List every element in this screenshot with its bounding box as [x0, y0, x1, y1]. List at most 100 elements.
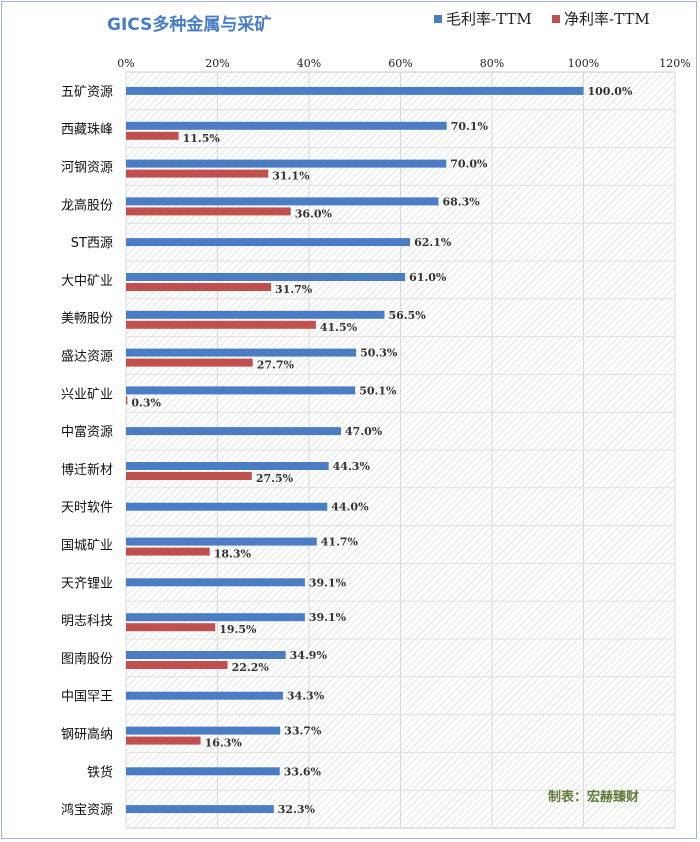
- bar-net-margin: [126, 623, 216, 632]
- category-label: 美畅股份: [61, 312, 113, 327]
- category-label: 国城矿业: [61, 539, 113, 554]
- x-tick-label: 100%: [568, 57, 599, 70]
- data-label-gross-margin: 56.5%: [388, 309, 426, 322]
- category-label: 天时软件: [61, 501, 113, 516]
- category-label: 鸿宝资源: [61, 802, 113, 818]
- x-tick-label: 40%: [297, 57, 321, 70]
- bar-gross-margin: [126, 805, 274, 814]
- bar-net-margin: [126, 320, 316, 329]
- credit-text: 制表：宏赫臻财: [548, 789, 639, 805]
- data-label-gross-margin: 41.7%: [321, 536, 359, 549]
- data-label-net-margin: 27.5%: [256, 472, 294, 485]
- bar-gross-margin: [126, 121, 447, 130]
- category-label: 西藏珠峰: [61, 123, 113, 138]
- gridlines: [125, 72, 676, 828]
- data-label-gross-margin: 62.1%: [414, 236, 452, 249]
- bar-net-margin: [126, 736, 201, 745]
- bars: [126, 86, 584, 814]
- legend: 毛利率-TTM 净利率-TTM: [434, 10, 650, 28]
- category-label: 五矿资源: [61, 85, 113, 100]
- data-label-gross-margin: 34.9%: [290, 649, 328, 662]
- x-tick-label: 0%: [117, 57, 134, 70]
- data-label-net-margin: 41.5%: [320, 321, 358, 334]
- data-label-gross-margin: 32.3%: [278, 803, 316, 816]
- bar-gross-margin: [126, 502, 328, 511]
- bar-gross-margin: [126, 613, 305, 622]
- category-label: 中国罕王: [61, 690, 113, 705]
- category-label: 图南股份: [61, 651, 113, 667]
- bar-gross-margin: [126, 578, 305, 587]
- bar-net-margin: [126, 131, 179, 140]
- bar-net-margin: [126, 283, 272, 291]
- category-label: 明志科技: [61, 614, 113, 629]
- data-label-gross-margin: 39.1%: [309, 576, 347, 589]
- data-label-gross-margin: 100.0%: [588, 85, 633, 98]
- data-label-gross-margin: 70.1%: [451, 120, 489, 133]
- data-label-gross-margin: 44.0%: [331, 501, 369, 514]
- bar-gross-margin: [126, 386, 356, 395]
- legend-label-1: 毛利率-TTM: [446, 10, 532, 28]
- data-label-gross-margin: 50.1%: [359, 384, 397, 397]
- legend-swatch-2: [552, 15, 560, 23]
- data-label-gross-margin: 47.0%: [345, 425, 383, 438]
- data-label-net-margin: 22.2%: [232, 661, 270, 674]
- bar-gross-margin: [126, 159, 447, 168]
- bar-gross-margin: [126, 767, 280, 776]
- bar-gross-margin: [126, 651, 286, 659]
- category-label: 天齐锂业: [61, 575, 113, 591]
- x-tick-label: 120%: [659, 57, 690, 70]
- data-label-net-margin: 31.1%: [272, 170, 310, 183]
- bar-net-margin: [126, 547, 210, 556]
- bar-gross-margin: [126, 273, 406, 281]
- data-label-gross-margin: 33.6%: [284, 765, 322, 778]
- data-label-net-margin: 11.5%: [183, 132, 221, 145]
- bar-gross-margin: [126, 427, 342, 436]
- category-label: 龙高股份: [61, 197, 113, 213]
- bar-net-margin: [126, 661, 228, 669]
- bar-net-margin: [126, 169, 269, 178]
- bar-gross-margin: [126, 691, 283, 700]
- bar-net-margin: [126, 207, 291, 216]
- data-label-gross-margin: 34.3%: [287, 690, 325, 703]
- chart-title: GICS多种金属与采矿: [107, 14, 271, 35]
- data-labels: 100.0% 70.1% 11.5% 70.0% 31.1% 68.3% 36.0% 62.1…: [131, 85, 633, 816]
- bar-gross-margin: [126, 348, 357, 357]
- category-label: 盛达资源: [61, 350, 113, 365]
- data-label-gross-margin: 70.0%: [450, 158, 488, 171]
- category-label: 大中矿业: [61, 274, 113, 289]
- data-label-net-margin: 19.5%: [219, 623, 257, 636]
- data-label-net-margin: 27.7%: [257, 359, 295, 372]
- data-label-net-margin: 36.0%: [295, 207, 333, 220]
- bar-gross-margin: [126, 462, 329, 470]
- category-label: 中富资源: [61, 424, 113, 440]
- legend-swatch-1: [434, 15, 442, 23]
- x-tick-label: 80%: [480, 57, 504, 70]
- x-tick-label: 60%: [388, 57, 412, 70]
- category-label: 兴业矿业: [61, 387, 113, 402]
- data-label-gross-margin: 50.3%: [360, 347, 398, 360]
- data-label-net-margin: 31.7%: [275, 283, 313, 296]
- category-label: 博迁新材: [61, 462, 113, 478]
- bar-gross-margin: [126, 86, 584, 95]
- data-label-gross-margin: 39.1%: [309, 611, 347, 624]
- data-label-gross-margin: 44.3%: [333, 460, 371, 473]
- data-label-gross-margin: 33.7%: [284, 725, 322, 738]
- data-label-net-margin: 0.3%: [131, 396, 161, 409]
- bar-gross-margin: [126, 726, 281, 735]
- category-label: 钢研高纳: [61, 727, 113, 743]
- legend-label-2: 净利率-TTM: [564, 10, 650, 28]
- data-label-net-margin: 16.3%: [205, 737, 243, 750]
- category-label: ST西源: [71, 236, 113, 251]
- category-label: 铁货: [87, 764, 113, 780]
- bar-net-margin: [126, 358, 253, 367]
- data-label-gross-margin: 61.0%: [409, 271, 447, 284]
- bar-gross-margin: [126, 238, 411, 247]
- category-label: 河钢资源: [61, 161, 113, 176]
- x-axis-ticks: 0% 20% 40% 60% 80% 100% 120%: [117, 57, 690, 70]
- x-tick-label: 20%: [205, 57, 229, 70]
- bar-gross-margin: [126, 310, 385, 319]
- data-label-gross-margin: 68.3%: [442, 195, 480, 208]
- data-label-net-margin: 18.3%: [214, 548, 252, 561]
